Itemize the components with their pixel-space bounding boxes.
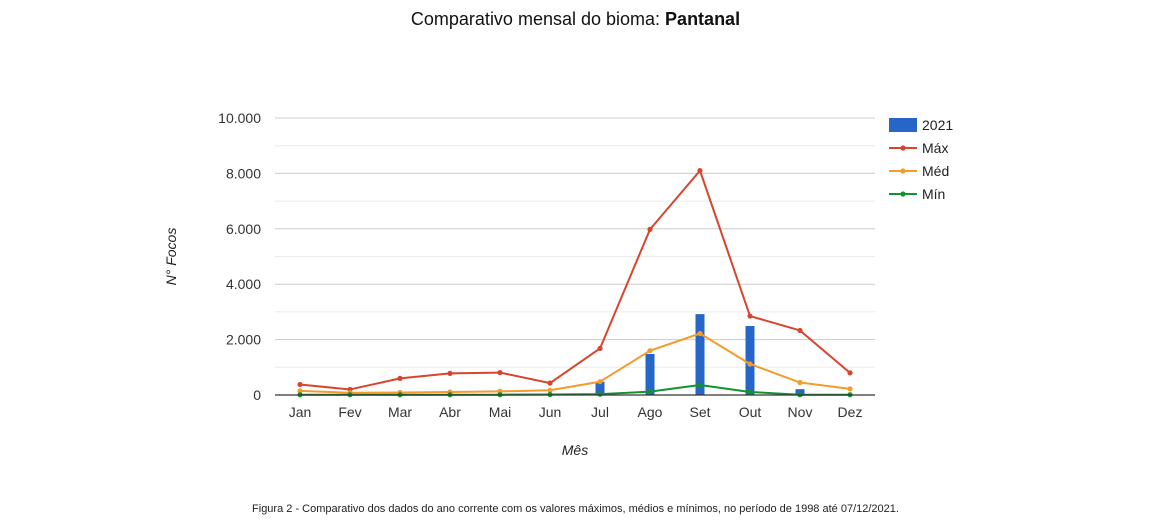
point-med-dez: [847, 386, 853, 392]
x-axis-title: Mês: [562, 442, 588, 458]
bar-2021-out: [745, 326, 755, 395]
point-min-jul: [597, 391, 603, 397]
gridlines: [275, 117, 875, 368]
y-tick-label: 0: [253, 387, 261, 403]
line-series-group: [297, 168, 853, 398]
axes: 0 2.000 4.000 6.000 8.000 10.000 Jan Fev Mar Abr M…: [163, 110, 875, 458]
point-max-mai: [497, 369, 503, 376]
bar-2021-set: [695, 314, 705, 395]
x-tick-label: Jul: [591, 404, 609, 420]
y-axis-title: N° Focos: [163, 228, 179, 286]
point-med-out: [747, 361, 753, 367]
point-med-jun: [547, 387, 553, 393]
legend-label-min: Mín: [922, 186, 945, 202]
point-max-nov: [797, 327, 803, 334]
y-tick-label: 4.000: [226, 276, 261, 292]
chart-title-prefix: Comparativo mensal do bioma:: [410, 9, 661, 29]
point-max-set: [697, 168, 703, 174]
bar-series-group: [595, 314, 805, 395]
point-max-jan: [297, 381, 303, 388]
legend: 2021 Máx Méd Mín: [889, 117, 953, 202]
x-tick-label: Dez: [838, 404, 863, 420]
line-series-max: [299, 169, 851, 391]
point-med-ago: [647, 348, 653, 354]
chart-title: Comparativo mensal do bioma: Pantanal: [0, 9, 1151, 30]
y-tick-label: 2.000: [226, 332, 261, 348]
bar-2021-jul: [595, 381, 605, 395]
x-tick-label: Mai: [489, 404, 512, 420]
point-max-jun: [547, 380, 553, 386]
point-min-set: [697, 382, 703, 388]
bar-2021-ago: [645, 354, 655, 395]
point-max-mar: [397, 375, 403, 381]
legend-label-2021: 2021: [922, 117, 953, 133]
chart-area: 0 2.000 4.000 6.000 8.000 10.000 Jan Fev Mar Abr M…: [163, 110, 953, 458]
x-tick-label: Nov: [788, 404, 813, 420]
y-tick-label: 6.000: [226, 221, 261, 237]
point-med-jul: [597, 379, 603, 385]
point-max-out: [747, 313, 753, 319]
point-med-nov: [797, 379, 803, 386]
x-tick-label: Out: [739, 404, 762, 420]
legend-marker-min: [900, 191, 906, 197]
legend-label-max: Máx: [922, 140, 948, 156]
point-max-abr: [447, 370, 453, 376]
point-min-out: [747, 389, 753, 395]
point-med-jan: [297, 388, 303, 394]
point-max-ago: [647, 226, 653, 232]
line-series-med: [299, 332, 851, 394]
chart-title-biome: Pantanal: [665, 9, 741, 29]
figure-caption: Figura 2 - Comparativo dos dados do ano …: [252, 503, 899, 515]
legend-marker-max: [900, 145, 906, 151]
x-tick-label: Abr: [439, 404, 461, 420]
point-min-ago: [647, 389, 653, 395]
x-tick-label: Jan: [289, 404, 312, 420]
x-tick-label: Set: [689, 404, 710, 420]
point-max-dez: [847, 370, 853, 376]
x-tick-label: Fev: [338, 404, 361, 420]
y-tick-label: 10.000: [218, 110, 261, 126]
point-med-set: [697, 330, 703, 337]
point-max-jul: [597, 345, 603, 352]
x-tick-label: Mar: [388, 404, 412, 420]
legend-marker-med: [900, 168, 906, 174]
bar-2021-nov: [795, 389, 805, 395]
x-tick-label: Ago: [638, 404, 663, 420]
legend-label-med: Méd: [922, 163, 949, 179]
legend-swatch-2021: [889, 118, 917, 132]
y-tick-label: 8.000: [226, 165, 261, 181]
x-tick-label: Jun: [539, 404, 562, 420]
